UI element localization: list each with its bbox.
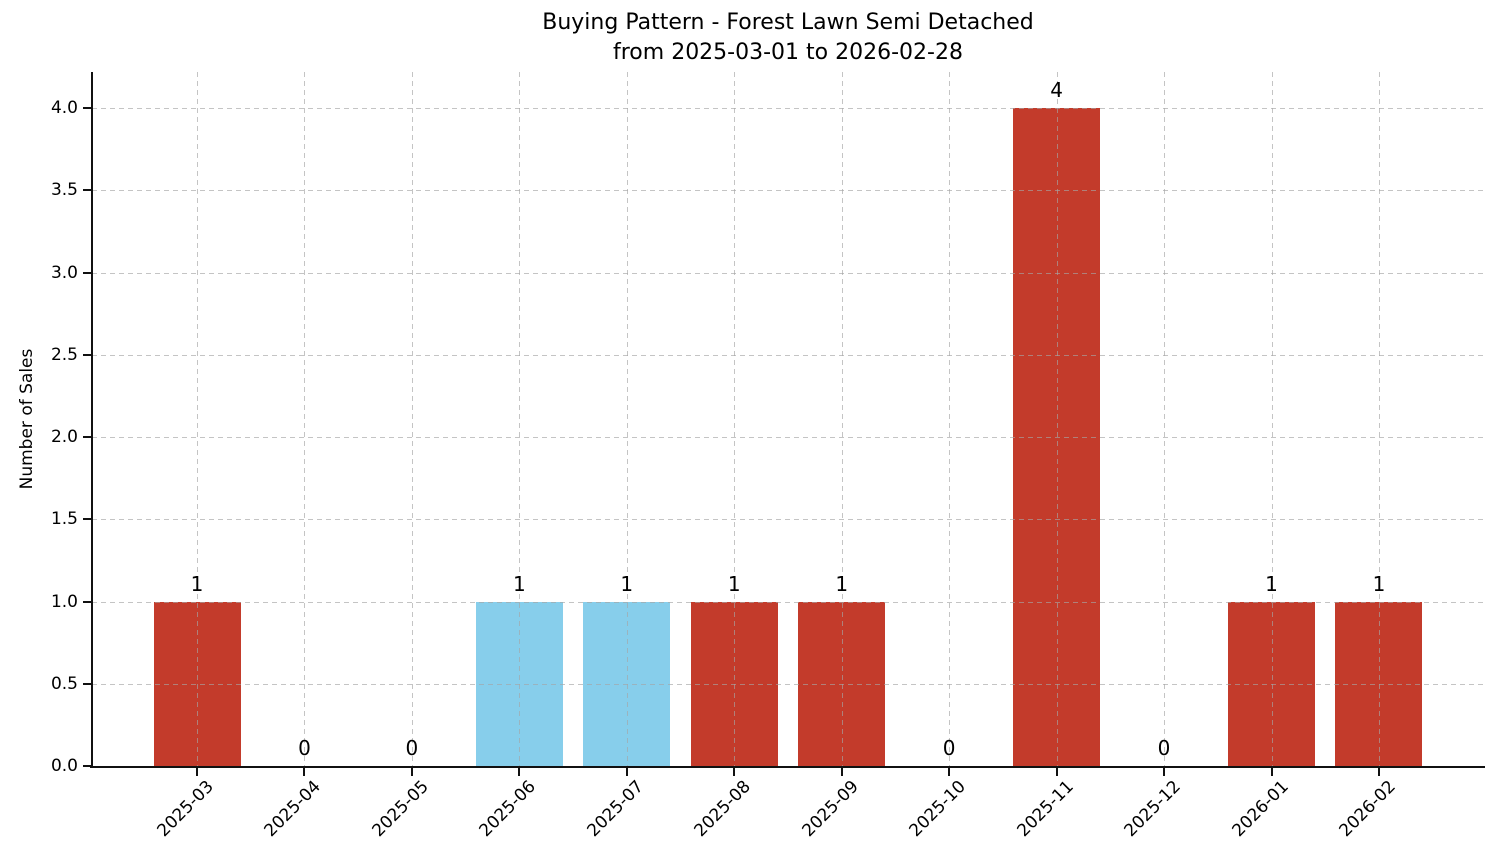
v-gridline [841, 72, 843, 766]
x-tick-mark [303, 768, 306, 776]
h-gridline [92, 601, 1485, 603]
v-gridline [519, 72, 521, 766]
bar-value-label: 0 [298, 736, 311, 760]
y-axis-spine [91, 72, 93, 768]
v-gridline [949, 72, 951, 766]
v-gridline [1164, 72, 1166, 766]
x-tick-mark [196, 768, 198, 776]
bar-value-label: 1 [190, 571, 204, 596]
bar-value-label: 0 [942, 736, 956, 760]
bar-value-label: 1 [1265, 571, 1278, 596]
x-tick-mark [1270, 768, 1273, 776]
y-tick-mark [83, 682, 91, 685]
v-gridline [1378, 72, 1380, 766]
y-tick-label: 3.5 [50, 180, 78, 201]
bar-value-label: 0 [1157, 736, 1171, 760]
bar-value-label: 1 [835, 571, 849, 596]
chart-title-line1: Buying Pattern - Forest Lawn Semi Detach… [542, 10, 1034, 35]
y-tick-label: 2.5 [50, 344, 78, 365]
bar-value-label: 1 [1372, 571, 1386, 596]
x-tick-label: 2025-03 [153, 776, 218, 842]
v-gridline [1271, 72, 1273, 766]
bar-value-label: 1 [512, 571, 526, 596]
bar-value-label: 0 [405, 736, 419, 760]
x-tick-mark [948, 768, 951, 776]
x-tick-mark [840, 768, 843, 776]
y-tick-label: 2.0 [50, 427, 78, 448]
h-gridline [92, 272, 1485, 274]
h-gridline [92, 519, 1485, 521]
v-gridline [626, 72, 628, 766]
y-tick-label: 0.5 [50, 673, 78, 694]
x-tick-mark [518, 768, 521, 776]
y-tick-mark [83, 765, 91, 767]
x-tick-mark [733, 768, 736, 776]
x-tick-mark [625, 768, 628, 776]
v-gridline [304, 72, 306, 766]
y-tick-label: 0.0 [50, 756, 78, 776]
y-tick-label: 4.0 [50, 98, 78, 119]
x-tick-mark [1377, 768, 1380, 776]
y-tick-mark [83, 189, 91, 192]
y-tick-label: 1.0 [50, 591, 78, 612]
h-gridline [92, 190, 1485, 192]
v-gridline [411, 72, 413, 766]
bar-value-label: 4 [1050, 78, 1063, 103]
h-gridline [92, 683, 1485, 685]
x-tick-mark [1163, 768, 1166, 776]
y-tick-mark [83, 353, 91, 356]
chart-title: Buying Pattern - Forest Lawn Semi Detach… [91, 8, 1485, 68]
v-gridline [734, 72, 736, 766]
chart-title-line2: from 2025-03-01 to 2026-02-28 [613, 40, 963, 65]
v-gridline [197, 72, 198, 766]
bar-value-label: 1 [727, 571, 741, 596]
y-tick-label: 1.5 [50, 509, 78, 530]
y-tick-mark [83, 107, 91, 110]
h-gridline [92, 437, 1485, 439]
v-gridline [1056, 72, 1058, 766]
h-gridline [92, 108, 1485, 110]
bar-value-label: 1 [620, 571, 634, 596]
x-tick-mark [410, 768, 413, 776]
h-gridline [92, 354, 1485, 356]
y-tick-mark [83, 436, 91, 439]
y-tick-label: 3.0 [50, 262, 78, 283]
x-tick-mark [1055, 768, 1058, 776]
y-tick-mark [83, 271, 91, 274]
y-tick-mark [83, 600, 91, 603]
x-axis-spine [90, 766, 1485, 768]
y-tick-mark [83, 518, 91, 521]
